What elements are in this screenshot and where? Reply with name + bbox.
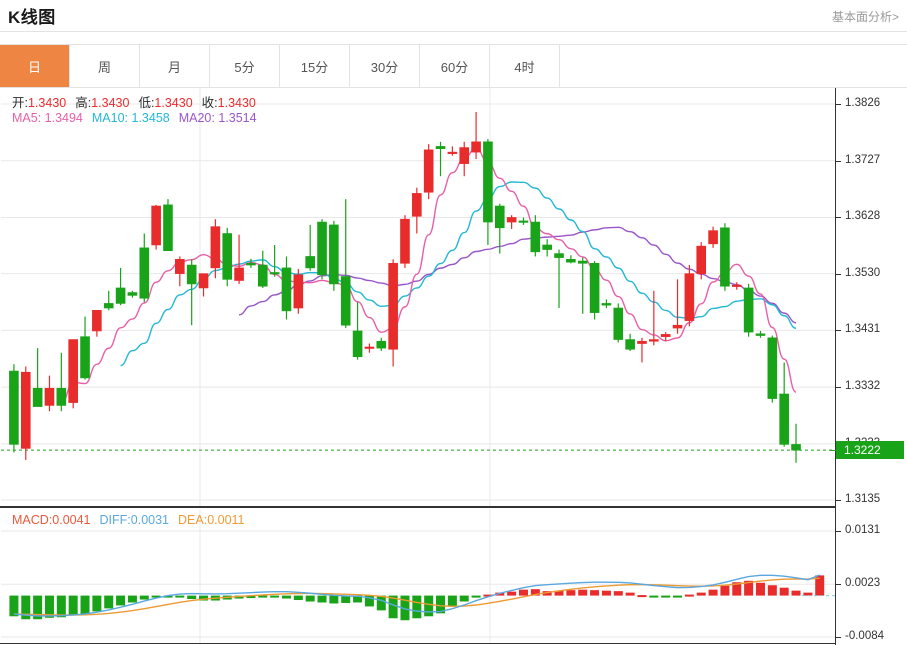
low-value: 1.3430 — [154, 96, 193, 110]
price-tick-4: 1.3431 — [845, 323, 881, 336]
ma20-label: MA20: — [178, 111, 219, 125]
tab-1[interactable]: 周 — [70, 45, 140, 87]
price-tick-3: 1.3530 — [845, 266, 881, 279]
price-tick-1-mark — [836, 160, 841, 162]
ma10-value: 1.3458 — [131, 111, 170, 125]
close-label: 收: — [201, 96, 218, 110]
current-price-badge: 1.3222 — [836, 441, 904, 460]
macd-value: 0.0041 — [52, 513, 91, 527]
timeframe-tabbar: 日周月 5分 15分 30分 60分 4时 — [0, 44, 907, 88]
widget-header: K线图 基本面分析> — [0, 0, 907, 31]
header-divider — [0, 31, 907, 32]
macd-tick-0: 0.0131 — [845, 524, 881, 536]
tab-7[interactable]: 4时 — [490, 45, 560, 87]
close-value: 1.3430 — [217, 96, 256, 110]
macd-pane[interactable]: MACD:0.0041 DIFF:0.0031 DEA:0.0011 — [0, 509, 907, 645]
open-value: 1.3430 — [27, 96, 67, 110]
tab-5[interactable]: 30分 — [350, 45, 420, 87]
page-title: K线图 — [8, 8, 56, 27]
low-label: 低: — [138, 96, 155, 110]
current-price-notch — [830, 450, 836, 452]
price-tick-4-mark — [836, 330, 841, 332]
ma5-value: 1.3494 — [44, 111, 83, 125]
ohlc-legend: 开:1.3430 高:1.3430 低:1.3430 收:1.3430 — [12, 92, 256, 111]
open-label: 开: — [12, 96, 28, 110]
price-tick-5-mark — [836, 387, 841, 389]
fundamental-analysis-link[interactable]: 基本面分析> — [831, 10, 899, 24]
macd-tick-2-mark — [836, 637, 841, 638]
price-tick-2-mark — [836, 217, 841, 219]
macd-legend: MACD:0.0041 DIFF:0.0031 DEA:0.0011 — [12, 513, 245, 527]
ma10-label: MA10: — [91, 111, 132, 125]
price-tick-3-mark — [836, 273, 841, 275]
tab-4[interactable]: 15分 — [280, 45, 350, 87]
dea-label: DEA: — [178, 513, 208, 527]
candlestick-plot[interactable] — [0, 88, 907, 508]
diff-label: DIFF: — [99, 513, 131, 527]
price-tick-0-mark — [836, 104, 841, 105]
price-pane[interactable]: 开:1.3430 高:1.3430 低:1.3430 收:1.3430 MA5: 1.… — [0, 88, 907, 508]
price-tick-1: 1.3727 — [845, 153, 881, 166]
macd-bottom-border — [0, 643, 836, 644]
macd-tick-1: 0.0023 — [845, 577, 881, 590]
ma5-label: MA5: — [12, 111, 45, 125]
tab-6[interactable]: 60分 — [420, 45, 490, 87]
high-label: 高: — [75, 96, 92, 110]
price-tick-2: 1.3628 — [845, 210, 881, 223]
tab-3[interactable]: 5分 — [210, 45, 280, 87]
macd-tick-2: -0.0084 — [845, 630, 885, 642]
price-tick-7: 1.3135 — [845, 493, 881, 505]
tab-0[interactable]: 日 — [0, 45, 70, 87]
ma20-value: 1.3514 — [218, 111, 257, 125]
dea-value: 0.0011 — [207, 513, 245, 527]
macd-tick-1-mark — [836, 584, 841, 586]
ma-legend: MA5: 1.3494 MA10: 1.3458 MA20: 1.3514 — [12, 111, 257, 125]
macd-tick-0-mark — [836, 531, 841, 532]
price-tick-0: 1.3826 — [845, 97, 881, 109]
price-tick-5: 1.3332 — [845, 380, 881, 393]
high-value: 1.3430 — [91, 96, 130, 110]
chart-area: 开:1.3430 高:1.3430 低:1.3430 收:1.3430 MA5: 1.… — [0, 88, 907, 645]
macd-plot[interactable] — [0, 509, 907, 645]
macd-label: MACD: — [12, 513, 53, 527]
pane-separator — [0, 506, 836, 508]
tab-2[interactable]: 月 — [140, 45, 210, 87]
price-tick-7-mark — [836, 500, 841, 501]
price-axis-line — [835, 88, 836, 645]
diff-value: 0.0031 — [130, 513, 169, 527]
